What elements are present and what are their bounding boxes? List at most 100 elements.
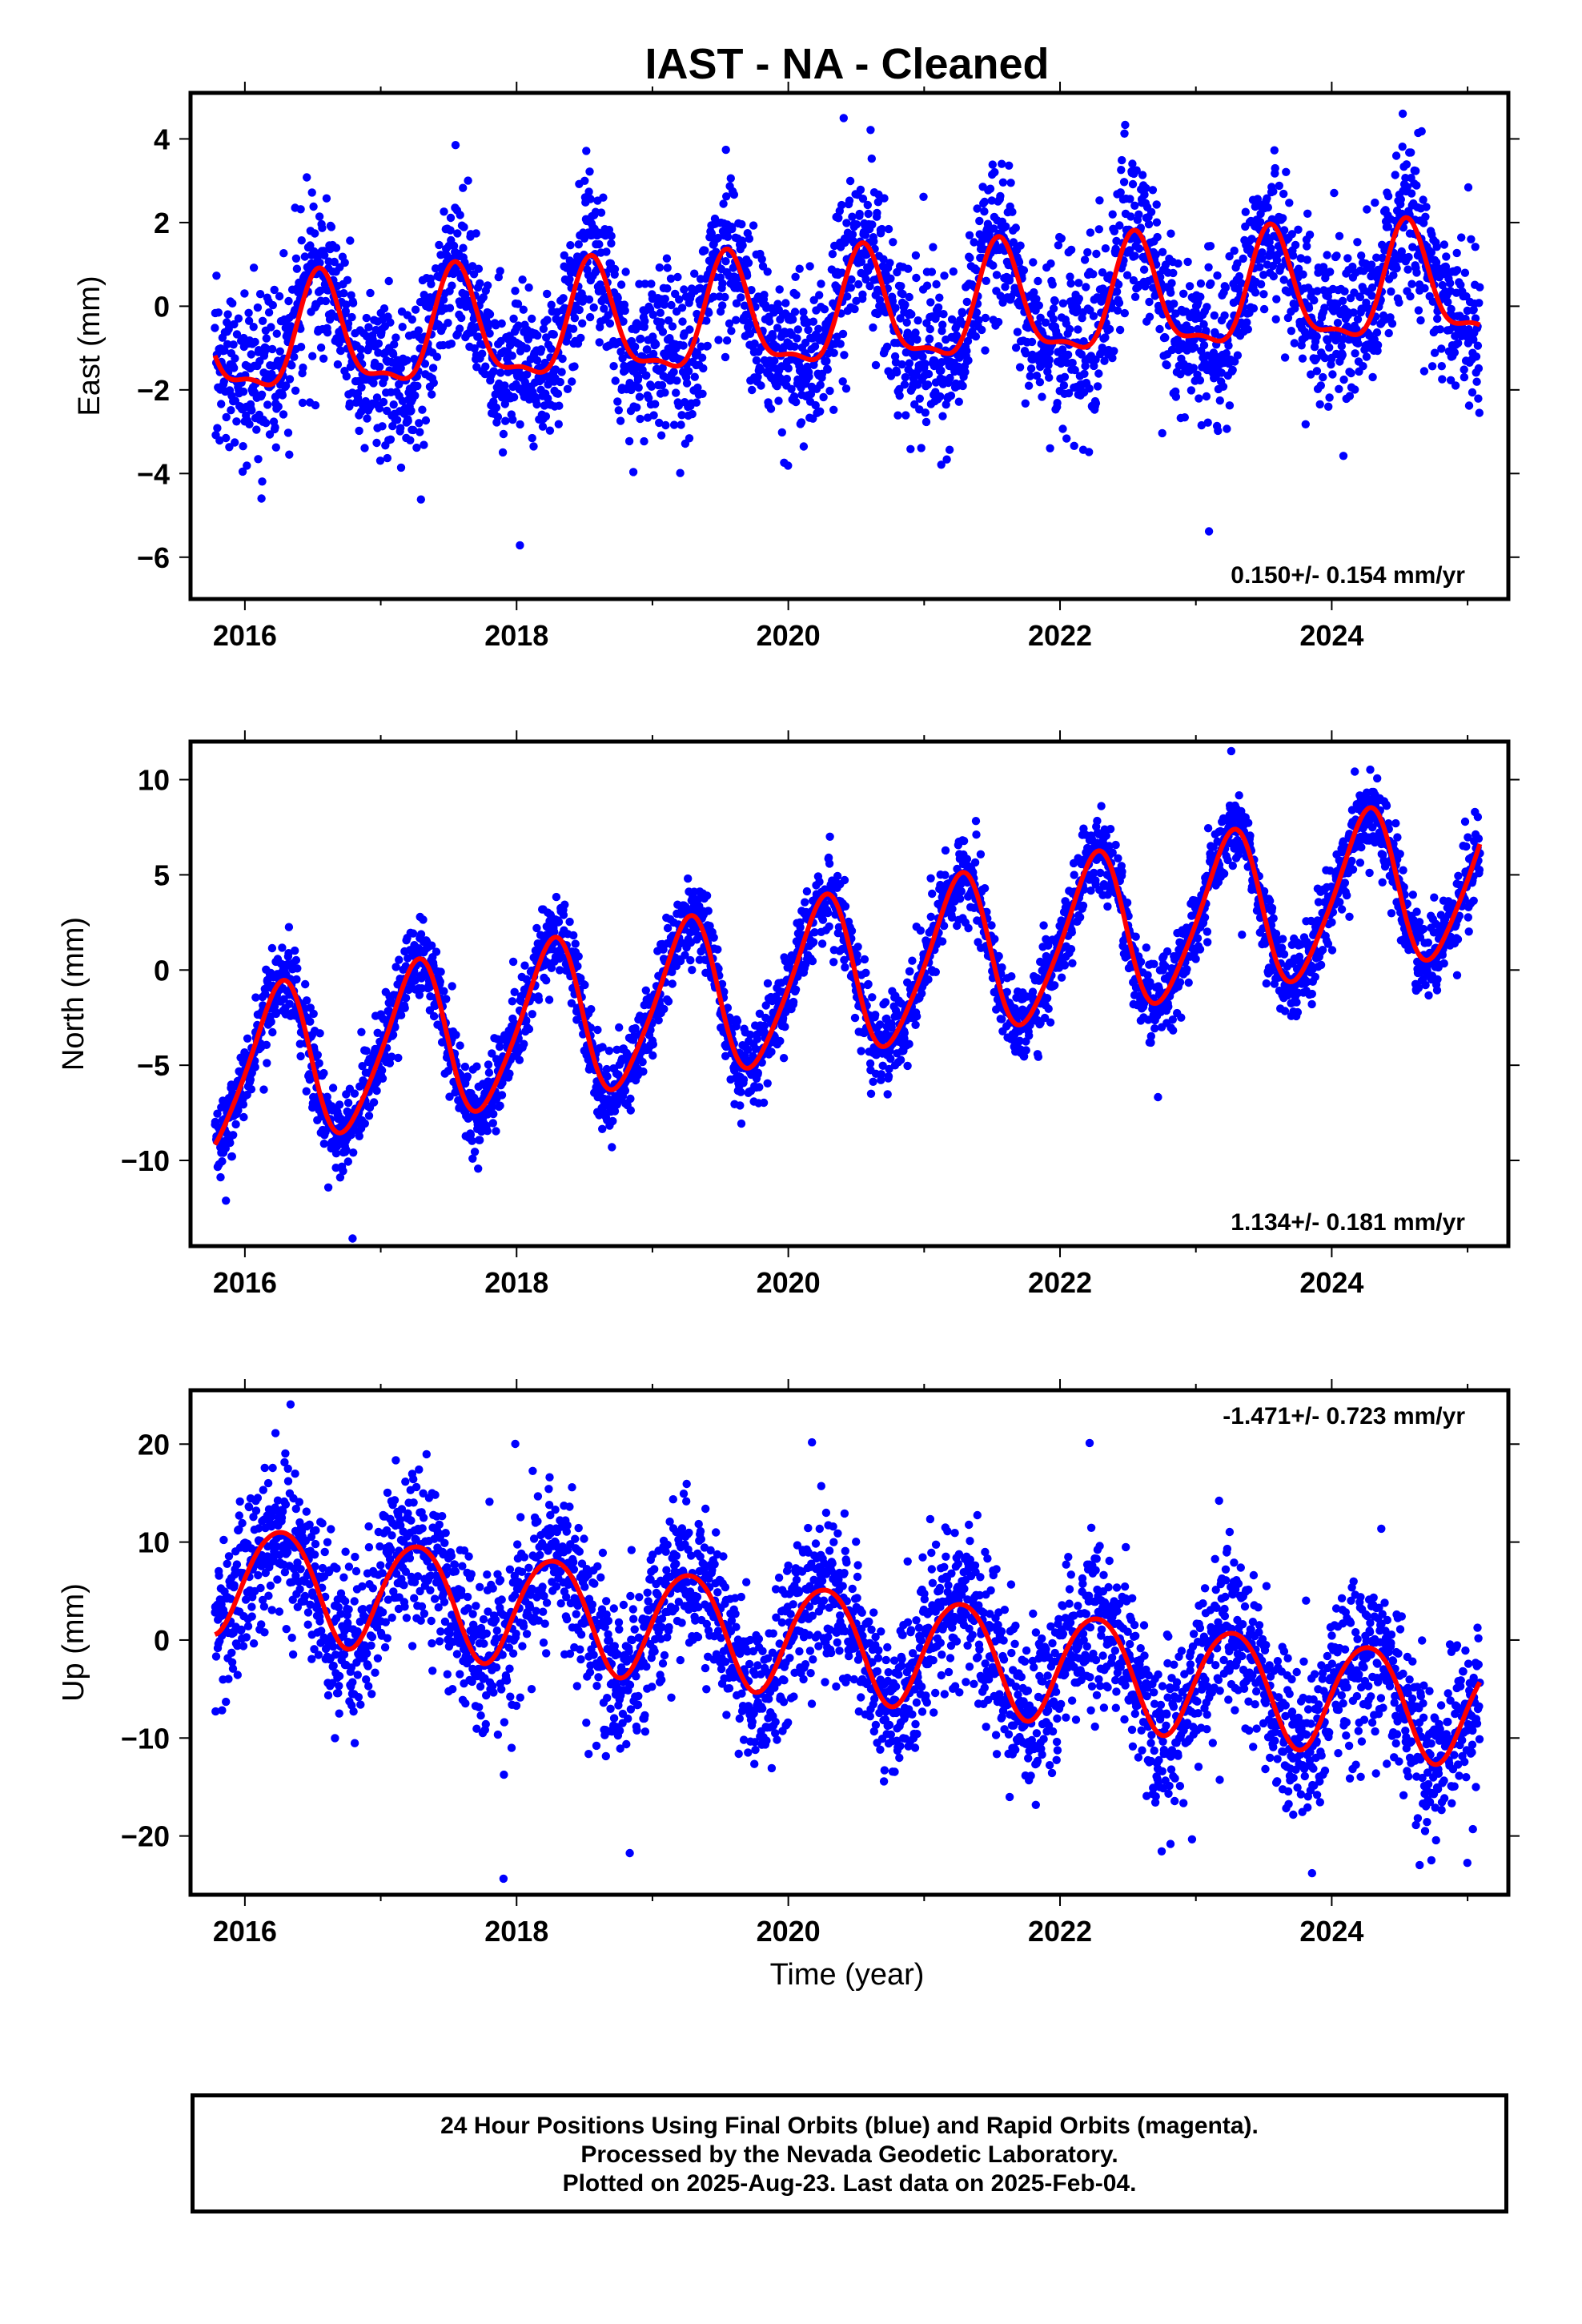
data-point: [809, 317, 818, 326]
data-point: [1006, 179, 1015, 187]
data-point: [858, 290, 867, 299]
data-point: [1195, 394, 1203, 403]
data-point: [1145, 312, 1154, 321]
data-point: [585, 167, 594, 176]
data-point: [776, 1036, 785, 1046]
data-point: [718, 301, 727, 310]
data-point: [545, 426, 555, 435]
data-point: [555, 966, 564, 975]
data-point: [586, 195, 595, 203]
data-point: [318, 223, 327, 232]
data-point: [251, 1063, 259, 1072]
data-point: [361, 396, 370, 406]
data-point: [576, 333, 585, 343]
data-point: [661, 295, 669, 304]
data-point: [602, 247, 611, 256]
data-point: [638, 1057, 647, 1067]
data-point: [599, 193, 608, 202]
data-point: [666, 274, 676, 283]
data-point: [1082, 283, 1090, 292]
data-point: [1241, 207, 1251, 216]
data-point: [966, 253, 974, 263]
data-point: [452, 1031, 460, 1039]
data-point: [634, 372, 643, 381]
data-point: [213, 424, 222, 432]
data-point: [345, 399, 355, 408]
y-tick-label: −2: [137, 374, 170, 407]
data-point: [263, 1059, 271, 1068]
data-point: [262, 334, 271, 343]
data-point: [518, 275, 527, 284]
data-point: [544, 995, 554, 1004]
data-point: [484, 1068, 494, 1077]
data-point: [647, 279, 656, 288]
data-point: [791, 272, 800, 281]
data-point: [809, 938, 818, 947]
data-point: [1199, 320, 1208, 329]
y-tick-label: 0: [154, 290, 170, 323]
data-point: [1353, 238, 1362, 247]
data-point: [339, 1167, 347, 1176]
data-point: [270, 285, 279, 295]
data-point: [702, 891, 712, 900]
data-point: [918, 352, 927, 361]
data-point: [1433, 314, 1442, 324]
data-point: [1138, 171, 1147, 179]
data-point: [1275, 181, 1284, 191]
data-point: [472, 1062, 481, 1071]
data-point: [755, 1083, 764, 1092]
data-point: [580, 176, 589, 185]
data-point: [262, 419, 271, 428]
data-point: [796, 923, 805, 932]
data-point: [488, 1049, 496, 1058]
data-point: [1063, 350, 1073, 360]
data-point: [552, 892, 561, 902]
data-point: [1337, 342, 1347, 351]
data-point: [1001, 283, 1010, 292]
data-point: [1054, 241, 1063, 250]
data-point: [926, 324, 935, 334]
data-point: [1220, 311, 1229, 320]
data-point: [1407, 189, 1416, 198]
data-point: [901, 411, 910, 420]
data-point: [214, 308, 223, 317]
data-point: [364, 1112, 374, 1120]
east-plot-frame: [188, 90, 1511, 601]
data-point: [913, 335, 921, 344]
data-point: [417, 984, 427, 993]
data-point: [251, 337, 259, 347]
data-point: [635, 392, 644, 401]
data-point: [559, 294, 568, 303]
data-point: [593, 1025, 602, 1035]
data-point: [566, 241, 575, 250]
data-point: [1114, 299, 1124, 308]
data-point: [416, 930, 426, 939]
data-point: [704, 907, 713, 915]
data-point: [727, 327, 736, 336]
data-point: [498, 448, 508, 457]
x-tick-label: 2016: [213, 619, 277, 652]
data-point: [678, 317, 687, 326]
data-point: [998, 178, 1008, 187]
data-point: [267, 344, 277, 354]
data-point: [461, 290, 470, 299]
data-point: [429, 378, 438, 388]
data-point: [616, 348, 625, 356]
data-point: [230, 320, 239, 329]
data-point: [1222, 349, 1231, 358]
data-point: [445, 304, 455, 312]
data-point: [646, 1026, 655, 1035]
data-point: [468, 1154, 477, 1164]
data-point: [604, 1047, 614, 1055]
data-point: [1343, 254, 1352, 263]
data-point: [669, 420, 679, 429]
data-point: [459, 183, 468, 192]
data-point: [496, 267, 504, 275]
data-point: [855, 209, 864, 219]
data-point: [323, 1183, 333, 1192]
data-point: [848, 212, 857, 221]
data-point: [1074, 294, 1084, 304]
data-point: [283, 428, 293, 437]
data-point: [550, 927, 559, 936]
data-point: [668, 322, 677, 331]
